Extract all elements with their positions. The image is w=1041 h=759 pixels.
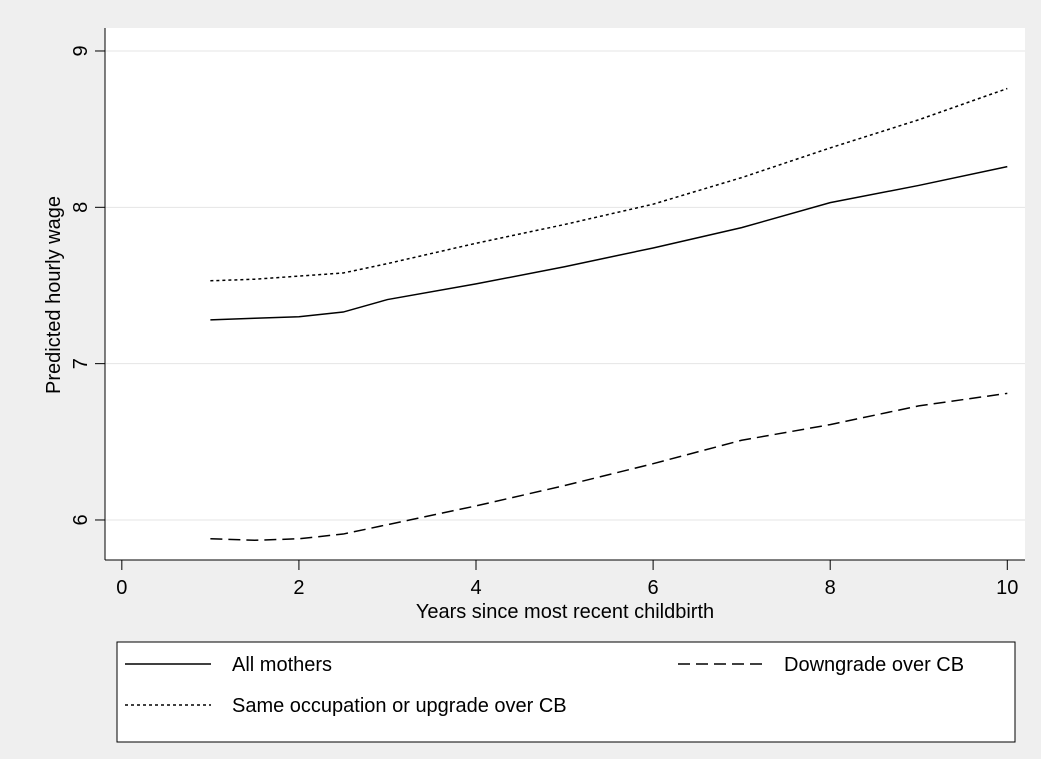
- x-tick-label: 0: [116, 577, 127, 599]
- x-axis-label: Years since most recent childbirth: [416, 601, 714, 623]
- x-tick-label: 10: [996, 577, 1018, 599]
- x-tick-label: 4: [470, 577, 481, 599]
- series-line: [210, 165, 1008, 321]
- plot-area: [105, 28, 1025, 560]
- y-tick-label: 6: [70, 514, 92, 525]
- legend-label: Same occupation or upgrade over CB: [232, 695, 567, 717]
- legend-label: Downgrade over CB: [784, 654, 964, 676]
- legend-box: [116, 641, 1016, 743]
- x-tick-label: 8: [825, 577, 836, 599]
- y-tick-label: 9: [70, 45, 92, 56]
- series-line: [210, 87, 1008, 282]
- series-line: [210, 392, 1008, 542]
- x-tick-label: 6: [648, 577, 659, 599]
- y-axis-label: Predicted hourly wage: [43, 196, 65, 394]
- y-tick-label: 8: [70, 202, 92, 213]
- legend-label: All mothers: [232, 654, 332, 676]
- y-tick-label: 7: [70, 358, 92, 369]
- x-tick-label: 2: [293, 577, 304, 599]
